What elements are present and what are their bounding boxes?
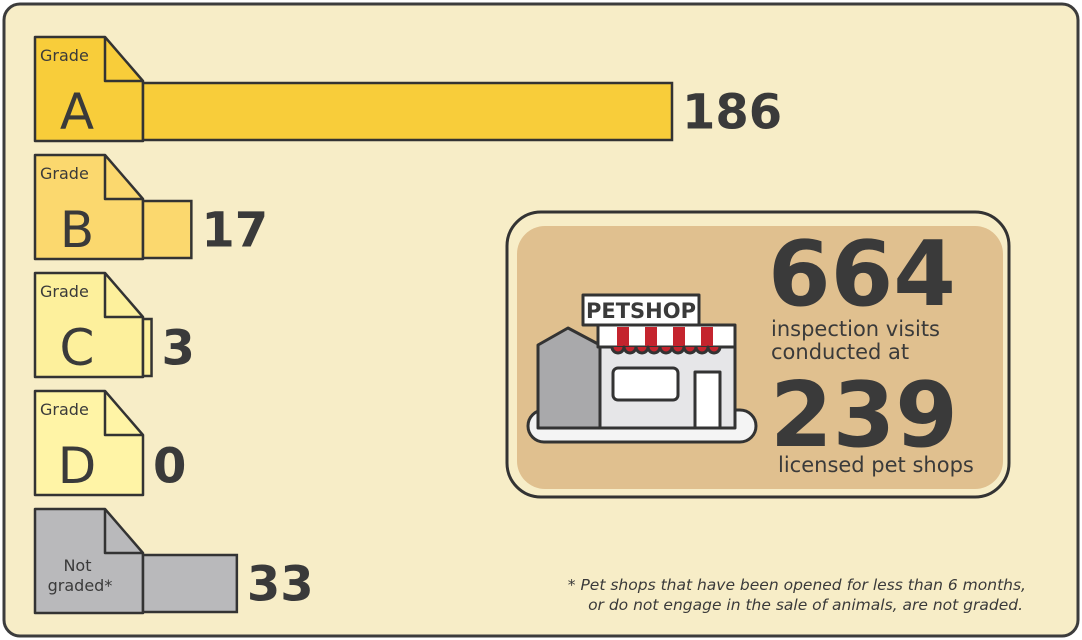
shop-side [536,326,602,430]
shop-door [693,370,722,430]
shops-number: 239 [770,363,958,468]
category-label: Not graded* [48,556,113,595]
value-label: 33 [247,557,314,613]
category-label: D [58,437,97,495]
tag-fold [103,391,143,437]
value-label: 3 [162,321,195,377]
shop-window [611,366,680,402]
category-line: graded* [48,576,113,595]
category-line: Not [63,556,96,575]
grade-word: Grade [40,282,89,301]
visits-label: conducted at [771,340,909,364]
grade-tag [33,389,145,497]
shops-label: licensed pet shops [778,453,974,477]
bar [141,317,153,378]
value-label: 0 [153,439,186,495]
value-label: 186 [682,85,782,141]
tag-fold [103,155,143,201]
category-label: B [60,201,94,259]
shop-sign-text: PETSHOP [586,299,696,323]
grade-word: Grade [40,164,89,183]
footnote: or do not engage in the sale of animals,… [588,596,1023,614]
tag-fold [103,509,143,555]
tag-fold [103,273,143,319]
shop-sign [581,293,701,327]
shop-icon [526,293,758,444]
grade-word: Grade [40,46,89,65]
value-label: 17 [201,203,268,259]
awning-stripes [617,327,713,346]
awning-scallop [610,345,722,355]
visits-label: inspection visits [771,317,940,341]
category-label: C [60,319,95,377]
bar [141,199,193,260]
visits-number: 664 [768,222,956,327]
grade-word: Grade [40,400,89,419]
footnote: * Pet shops that have been opened for le… [568,576,1026,594]
bar [141,81,674,142]
bar [141,553,239,614]
category-label: A [60,83,94,141]
tag-fold [103,37,143,83]
